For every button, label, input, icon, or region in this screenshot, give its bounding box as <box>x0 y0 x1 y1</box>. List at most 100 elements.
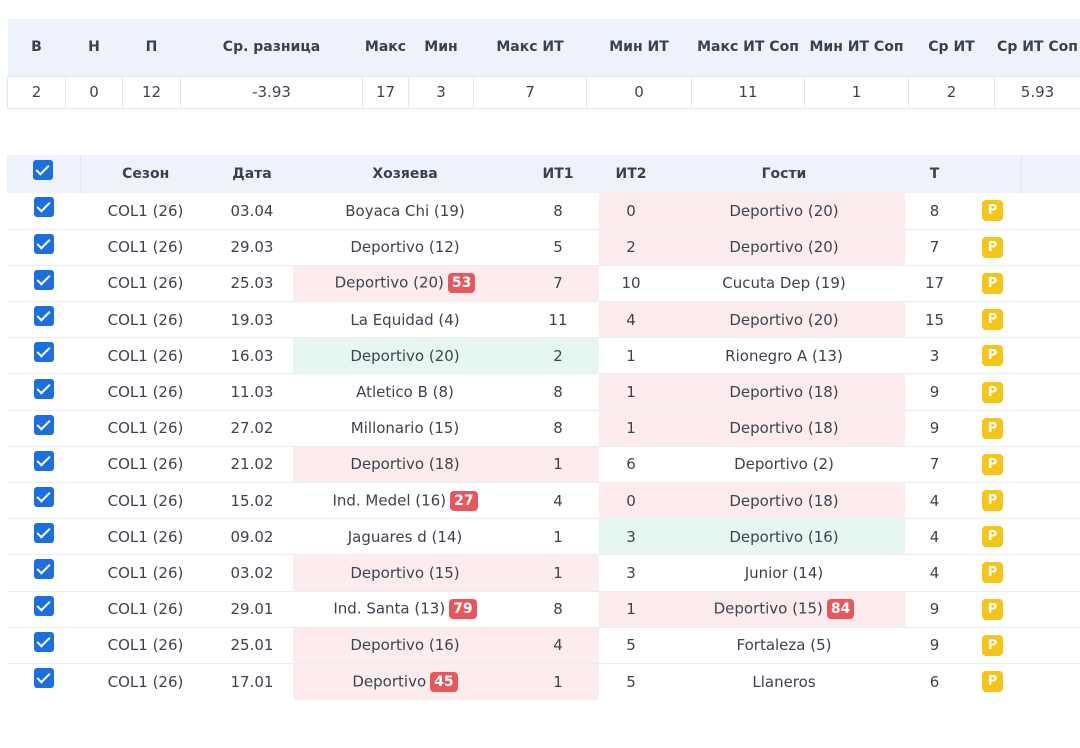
table-row[interactable]: COL1 (26) 21.02 Deportivo (18) 1 6 Deportivo … <box>7 446 1080 483</box>
away-team-name[interactable]: Deportivo (15) <box>713 599 823 618</box>
away-team-name[interactable]: Deportivo (18) <box>729 491 839 510</box>
away-team-name[interactable]: Deportivo (20) <box>729 238 839 257</box>
home-team-name[interactable]: Deportivo (16) <box>350 636 460 655</box>
home-team-name[interactable]: Deportivo <box>352 672 427 691</box>
away-team-name[interactable]: Rionegro A (13) <box>725 346 843 365</box>
p-button[interactable]: P <box>982 598 1003 620</box>
home-team-name[interactable]: Boyaca Chi (19) <box>345 201 465 220</box>
cell-date: 19.03 <box>230 310 274 329</box>
header-it1[interactable]: ИТ1 <box>542 166 574 182</box>
table-row[interactable]: COL1 (26) 03.02 Deportivo (15) 1 3 Junior (14… <box>7 554 1080 592</box>
cell-extra <box>1021 555 1080 591</box>
row-checkbox[interactable] <box>33 378 54 399</box>
table-row[interactable]: COL1 (26) 19.03 La Equidad (4) 11 4 Deportivo… <box>7 301 1080 338</box>
row-checkbox[interactable] <box>33 450 54 471</box>
table-row[interactable]: COL1 (26) 11.03 Atletico B (8) 8 1 Deportivo … <box>7 373 1080 411</box>
table-row[interactable]: COL1 (26) 29.01 Ind. Santa (13) 79 8 1 Deporti… <box>7 591 1080 628</box>
cell-away: Deportivo (20) <box>663 193 905 230</box>
p-button[interactable]: P <box>982 526 1003 548</box>
cell-it1: 4 <box>517 627 599 664</box>
summary-header-wins: В <box>31 38 42 55</box>
table-row[interactable]: COL1 (26) 03.04 Boyaca Chi (19) 8 0 Deportivo… <box>7 193 1080 230</box>
row-checkbox[interactable] <box>33 631 54 652</box>
away-team-name[interactable]: Deportivo (16) <box>729 527 839 546</box>
p-button[interactable]: P <box>982 272 1003 294</box>
cell-total: 4 <box>929 527 940 546</box>
cell-away: Llaneros <box>663 663 905 699</box>
cell-total: 7 <box>929 455 940 474</box>
table-row[interactable]: COL1 (26) 25.03 Deportivo (20) 53 7 10 Cucuta … <box>7 265 1080 302</box>
home-team-name[interactable]: La Equidad (4) <box>350 310 460 329</box>
table-row[interactable]: COL1 (26) 25.01 Deportivo (16) 4 5 Fortaleza … <box>7 627 1080 664</box>
summary-header-avg-diff: Ср. разница <box>222 38 321 55</box>
summary-header-avg-it: Ср ИТ <box>928 38 975 55</box>
away-team-name[interactable]: Deportivo (20) <box>729 201 839 220</box>
home-team-name[interactable]: Ind. Medel (16) <box>332 491 447 510</box>
away-team-name[interactable]: Cucuta Dep (19) <box>722 274 846 293</box>
header-season[interactable]: Сезон <box>122 166 170 182</box>
cell-away: Deportivo (20) <box>663 301 905 338</box>
header-away[interactable]: Гости <box>761 166 807 182</box>
cell-action: P <box>964 338 1021 374</box>
row-checkbox[interactable] <box>33 559 54 580</box>
cell-date: 16.03 <box>230 346 274 365</box>
cell-it2: 3 <box>599 518 663 555</box>
row-checkbox[interactable] <box>33 342 54 363</box>
cell-season: COL1 (26) <box>107 600 184 619</box>
p-button[interactable]: P <box>982 381 1003 403</box>
select-all-checkbox[interactable] <box>33 160 54 180</box>
table-row[interactable]: COL1 (26) 29.03 Deportivo (12) 5 2 Deportivo … <box>7 229 1080 266</box>
cell-home: Deportivo (12) <box>293 229 517 265</box>
table-row[interactable]: COL1 (26) 16.03 Deportivo (20) 2 1 Rionegro A… <box>7 337 1080 374</box>
p-button[interactable]: P <box>982 236 1003 258</box>
home-team-name[interactable]: Deportivo (18) <box>350 455 460 474</box>
p-button[interactable]: P <box>982 309 1003 331</box>
home-team-name[interactable]: Deportivo (20) <box>334 273 444 292</box>
table-row[interactable]: COL1 (26) 17.01 Deportivo 45 1 5 Llaneros 6 P <box>7 663 1080 700</box>
header-total[interactable]: Т <box>929 166 940 182</box>
row-checkbox[interactable] <box>33 233 54 254</box>
home-team-name[interactable]: Deportivo (12) <box>350 238 460 257</box>
p-button[interactable]: P <box>982 345 1003 367</box>
p-button[interactable]: P <box>982 417 1003 439</box>
row-checkbox[interactable] <box>33 306 54 327</box>
row-checkbox[interactable] <box>33 595 54 616</box>
table-row[interactable]: COL1 (26) 15.02 Ind. Medel (16) 27 4 0 Deporti… <box>7 482 1080 519</box>
away-team-name[interactable]: Deportivo (2) <box>734 455 834 474</box>
home-team-name[interactable]: Deportivo (15) <box>350 563 460 582</box>
home-team-name[interactable]: Deportivo (20) <box>350 346 460 365</box>
home-team-name[interactable]: Jaguares d (14) <box>347 527 463 546</box>
home-team-name[interactable]: Atletico B (8) <box>356 383 454 402</box>
p-button[interactable]: P <box>982 490 1003 512</box>
away-team-name[interactable]: Junior (14) <box>744 563 824 582</box>
cell-extra <box>1021 627 1080 663</box>
p-button[interactable]: P <box>982 453 1003 475</box>
row-checkbox[interactable] <box>33 668 54 689</box>
home-badge: 53 <box>447 273 476 294</box>
home-team-name[interactable]: Ind. Santa (13) <box>333 599 446 618</box>
row-checkbox[interactable] <box>33 414 54 435</box>
row-checkbox[interactable] <box>33 523 54 544</box>
away-team-name[interactable]: Llaneros <box>752 672 816 691</box>
home-team-name[interactable]: Millonario (15) <box>350 419 460 438</box>
away-team-name[interactable]: Deportivo (18) <box>729 383 839 402</box>
away-team-name[interactable]: Deportivo (20) <box>729 310 839 329</box>
p-button[interactable]: P <box>982 562 1003 584</box>
cell-it2: 1 <box>626 346 636 365</box>
header-it2[interactable]: ИТ2 <box>615 166 647 182</box>
cell-action: P <box>964 265 1021 301</box>
summary-value-avg-it-opp: 5.93 <box>994 75 1080 109</box>
table-row[interactable]: COL1 (26) 27.02 Millonario (15) 8 1 Deportivo… <box>7 410 1080 447</box>
table-row[interactable]: COL1 (26) 09.02 Jaguares d (14) 1 3 Deportivo… <box>7 518 1080 555</box>
row-checkbox[interactable] <box>33 487 54 508</box>
p-button[interactable]: P <box>982 200 1003 222</box>
summary-value-draws: 0 <box>65 75 123 109</box>
p-button[interactable]: P <box>982 671 1003 693</box>
away-team-name[interactable]: Deportivo (18) <box>729 419 839 438</box>
away-team-name[interactable]: Fortaleza (5) <box>736 636 832 655</box>
header-date[interactable]: Дата <box>232 166 272 182</box>
row-checkbox[interactable] <box>33 269 54 290</box>
header-home[interactable]: Хозяева <box>372 166 438 182</box>
p-button[interactable]: P <box>982 634 1003 656</box>
row-checkbox[interactable] <box>33 197 54 218</box>
